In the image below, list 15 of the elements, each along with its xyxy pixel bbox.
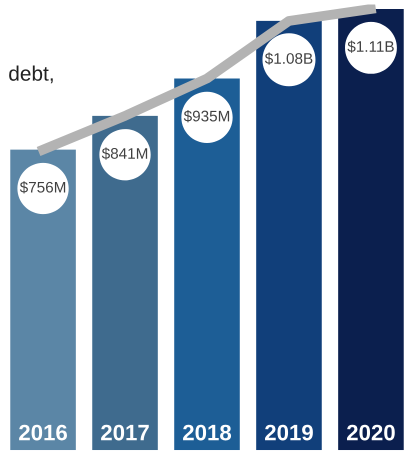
x-tick-label: 2018 (183, 424, 232, 440)
x-tick-label: 2019 (265, 424, 313, 440)
data-label: $841M (102, 147, 148, 160)
bar (256, 20, 322, 450)
bar (174, 78, 240, 450)
text: debt, (9, 66, 53, 84)
data-label: $1.08B (264, 52, 312, 65)
bar (10, 150, 76, 450)
x-tick-label: 2020 (347, 424, 395, 440)
bar (338, 8, 404, 450)
data-label: $756M (20, 181, 66, 194)
x-tick-label: 2017 (101, 424, 149, 440)
x-tick-label: 2016 (19, 424, 67, 440)
data-label: $935M (184, 110, 230, 122)
data-label: $1.11B (347, 40, 394, 53)
